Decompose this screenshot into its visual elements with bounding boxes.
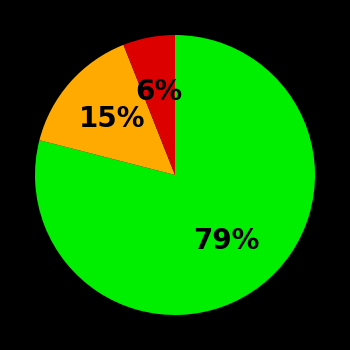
Text: 79%: 79% (193, 228, 260, 256)
Text: 6%: 6% (136, 78, 183, 106)
Text: 15%: 15% (79, 105, 145, 133)
Wedge shape (35, 35, 315, 315)
Wedge shape (40, 45, 175, 175)
Wedge shape (124, 35, 175, 175)
